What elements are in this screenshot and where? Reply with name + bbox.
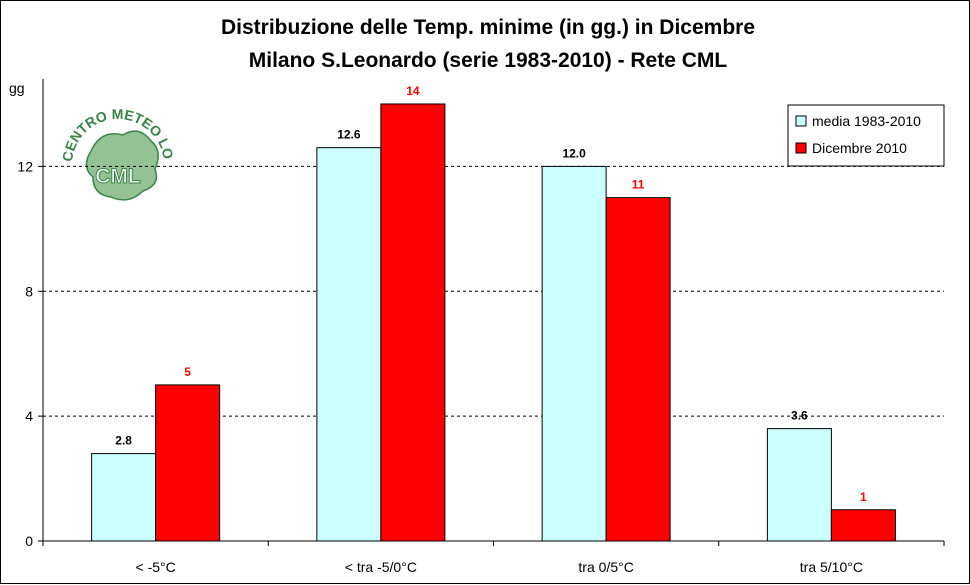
chart-title-line-2: Milano S.Leonardo (serie 1983-2010) - Re… xyxy=(249,49,728,72)
bar-series-0-cat-3 xyxy=(766,428,832,542)
x-category-label: < tra -5/0°C xyxy=(345,559,417,575)
logo-center-text: CML xyxy=(95,165,141,188)
chart-title-line-1: Distribuzione delle Temp. minime (in gg.… xyxy=(221,16,755,39)
data-label-series-1-cat-0: 5 xyxy=(184,365,191,379)
data-label-series-1-cat-2: 11 xyxy=(632,178,645,192)
legend-box xyxy=(787,104,945,167)
x-category-label: < -5°C xyxy=(136,559,176,575)
bar-series-0-cat-0 xyxy=(91,453,157,542)
data-label-series-0-cat-1: 12.6 xyxy=(337,128,361,142)
bar-series-1-cat-2 xyxy=(605,197,671,542)
y-tick-label: 8 xyxy=(25,283,33,299)
legend-swatch-media xyxy=(795,115,807,127)
legend-label-dicembre: Dicembre 2010 xyxy=(812,140,907,156)
y-axis-unit-label: gg xyxy=(9,80,25,96)
legend: media 1983-2010 Dicembre 2010 xyxy=(787,104,945,167)
y-tick-label: 0 xyxy=(25,533,33,549)
bar-series-0-cat-1 xyxy=(316,147,382,542)
bar-series-1-cat-3 xyxy=(830,509,896,542)
legend-label-media: media 1983-2010 xyxy=(812,113,921,129)
bar-series-1-cat-1 xyxy=(380,103,446,542)
data-label-series-0-cat-2: 12.0 xyxy=(562,146,586,160)
bars xyxy=(91,103,896,542)
x-category-label: tra 5/10°C xyxy=(800,559,863,575)
logo-ring-text: CENTRO METEO LOMBARDO xyxy=(1,1,177,163)
legend-swatch-dicembre xyxy=(795,142,807,154)
data-label-series-0-cat-3: 3.6 xyxy=(791,409,808,423)
bar-series-0-cat-2 xyxy=(541,165,607,542)
y-tick-label: 4 xyxy=(25,408,33,424)
data-label-series-1-cat-1: 14 xyxy=(406,84,420,98)
data-label-series-1-cat-3: 1 xyxy=(860,490,867,504)
lombardy-map-icon xyxy=(85,130,159,201)
grid-lines xyxy=(43,165,944,417)
y-tick-label: 12 xyxy=(17,158,33,174)
x-category-label: tra 0/5°C xyxy=(578,559,633,575)
data-label-series-0-cat-0: 2.8 xyxy=(115,434,132,448)
bar-series-1-cat-0 xyxy=(155,384,221,542)
data-labels: 2.8 5 12.6 14 12.0 11 3.6 1 xyxy=(115,84,867,504)
